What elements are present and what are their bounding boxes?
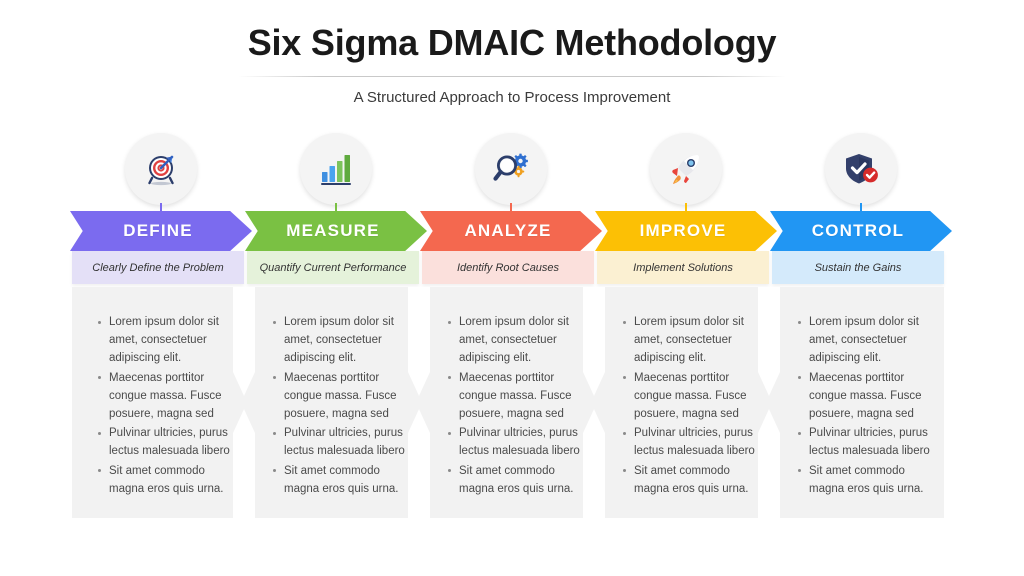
list-item: Maecenas porttitor congue massa. Fusce p… [98,369,234,424]
bullet-list-analyze: Lorem ipsum dolor sit amet, consectetuer… [422,287,594,498]
phase-icon-improve[interactable] [650,133,722,205]
list-item: Lorem ipsum dolor sit amet, consectetuer… [623,313,759,368]
phase-tagline-band-analyze: Identify Root Causes [422,251,594,284]
bar-chart-icon [316,149,356,189]
connector-line-measure [335,203,337,215]
phase-label-measure: MEASURE [286,221,380,240]
list-item: Sit amet commodo magna eros quis urna. [798,462,934,498]
page-subtitle: A Structured Approach to Process Improve… [353,89,671,106]
chevron-shape-measure: MEASURE [245,211,427,251]
list-item: Sit amet commodo magna eros quis urna. [623,462,759,498]
phase-content-panel-measure: Lorem ipsum dolor sit amet, consectetuer… [247,287,419,518]
phase-icon-measure[interactable] [300,133,372,205]
list-item: Lorem ipsum dolor sit amet, consectetuer… [273,313,409,368]
list-item: Sit amet commodo magna eros quis urna. [98,462,234,498]
phase-tagline-improve: Implement Solutions [633,261,733,274]
phase-icon-define[interactable] [125,133,197,205]
connector-line-improve [685,203,687,215]
phase-chevron-define[interactable]: DEFINE [70,211,252,251]
phase-content-panel-analyze: Lorem ipsum dolor sit amet, consectetuer… [422,287,594,518]
phase-label-improve: IMPROVE [639,221,727,240]
phase-icon-analyze[interactable] [475,133,547,205]
target-icon [141,149,181,189]
connector-line-define [160,203,162,215]
bullet-list-improve: Lorem ipsum dolor sit amet, consectetuer… [597,287,769,498]
list-item: Maecenas porttitor congue massa. Fusce p… [623,369,759,424]
phase-chevron-improve[interactable]: IMPROVE [595,211,777,251]
list-item: Pulvinar ultricies, purus lectus malesua… [798,424,934,460]
list-item: Sit amet commodo magna eros quis urna. [273,462,409,498]
list-item: Maecenas porttitor congue massa. Fusce p… [798,369,934,424]
phase-tagline-define: Clearly Define the Problem [92,261,224,274]
phase-chevron-measure[interactable]: MEASURE [245,211,427,251]
list-item: Pulvinar ultricies, purus lectus malesua… [448,424,584,460]
list-item: Sit amet commodo magna eros quis urna. [448,462,584,498]
bullet-list-define: Lorem ipsum dolor sit amet, consectetuer… [72,287,244,498]
phase-tagline-band-define: Clearly Define the Problem [72,251,244,284]
phase-label-analyze: ANALYZE [464,221,552,240]
chevron-shape-define: DEFINE [70,211,252,251]
phase-tagline-measure: Quantify Current Performance [259,261,407,274]
list-item: Maecenas porttitor congue massa. Fusce p… [273,369,409,424]
phase-label-control: CONTROL [811,221,905,240]
list-item: Lorem ipsum dolor sit amet, consectetuer… [98,313,234,368]
list-item: Pulvinar ultricies, purus lectus malesua… [623,424,759,460]
list-item: Maecenas porttitor congue massa. Fusce p… [448,369,584,424]
phase-tagline-control: Sustain the Gains [814,261,902,274]
list-item: Pulvinar ultricies, purus lectus malesua… [98,424,234,460]
list-item: Lorem ipsum dolor sit amet, consectetuer… [798,313,934,368]
connector-line-control [860,203,862,215]
phase-content-panel-define: Lorem ipsum dolor sit amet, consectetuer… [72,287,244,518]
chevron-shape-improve: IMPROVE [595,211,777,251]
page-title: Six Sigma DMAIC Methodology [247,22,777,63]
rocket-icon [666,149,706,189]
phase-tagline-band-measure: Quantify Current Performance [247,251,419,284]
list-item: Pulvinar ultricies, purus lectus malesua… [273,424,409,460]
phase-chevron-analyze[interactable]: ANALYZE [420,211,602,251]
chevron-shape-control: CONTROL [770,211,952,251]
connector-line-analyze [510,203,512,215]
list-item: Lorem ipsum dolor sit amet, consectetuer… [448,313,584,368]
phase-tagline-analyze: Identify Root Causes [456,261,560,274]
phase-chevron-control[interactable]: CONTROL [770,211,952,251]
shield-check-icon [841,149,881,189]
bullet-list-control: Lorem ipsum dolor sit amet, consectetuer… [772,287,944,498]
phase-tagline-band-improve: Implement Solutions [597,251,769,284]
phase-label-define: DEFINE [123,221,193,240]
phase-content-panel-improve: Lorem ipsum dolor sit amet, consectetuer… [597,287,769,518]
magnifier-gears-icon [491,149,531,189]
title-divider [238,76,786,77]
chevron-shape-analyze: ANALYZE [420,211,602,251]
bullet-list-measure: Lorem ipsum dolor sit amet, consectetuer… [247,287,419,498]
phase-icon-control[interactable] [825,133,897,205]
phase-tagline-band-control: Sustain the Gains [772,251,944,284]
phase-content-panel-control: Lorem ipsum dolor sit amet, consectetuer… [772,287,944,518]
